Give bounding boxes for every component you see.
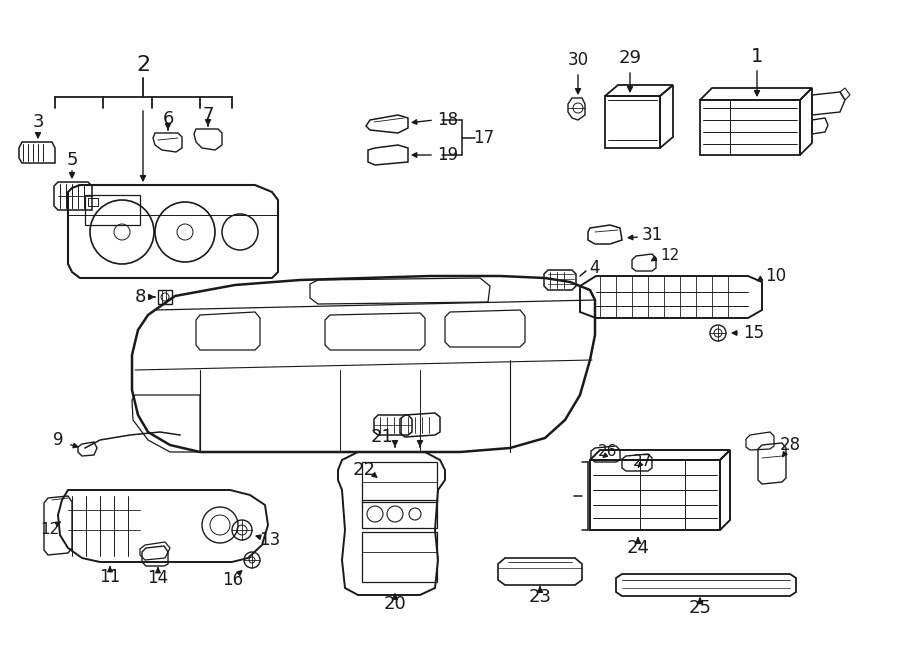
- Text: 13: 13: [259, 531, 281, 549]
- Text: 24: 24: [626, 539, 650, 557]
- Text: 22: 22: [353, 461, 375, 479]
- Text: 12: 12: [661, 249, 680, 264]
- Text: 6: 6: [162, 110, 174, 128]
- Text: 2: 2: [136, 55, 150, 75]
- Text: 30: 30: [567, 51, 589, 69]
- Text: 17: 17: [473, 129, 495, 147]
- Bar: [85, 195, 140, 225]
- Text: 18: 18: [437, 111, 459, 129]
- Text: 31: 31: [642, 226, 662, 244]
- Bar: [88, 198, 98, 206]
- Bar: [362, 500, 437, 528]
- Text: 1: 1: [751, 48, 763, 67]
- Text: 21: 21: [371, 428, 393, 446]
- Text: 7: 7: [202, 106, 214, 124]
- Text: 29: 29: [618, 49, 642, 67]
- Text: 12: 12: [40, 522, 59, 537]
- Text: 9: 9: [53, 431, 63, 449]
- Text: 28: 28: [779, 436, 801, 454]
- Text: 4: 4: [589, 259, 599, 277]
- Text: 26: 26: [598, 444, 617, 459]
- Bar: [362, 532, 437, 582]
- Bar: [158, 290, 172, 304]
- Text: 20: 20: [383, 595, 407, 613]
- Text: 3: 3: [32, 113, 44, 131]
- Text: 10: 10: [765, 267, 787, 285]
- Text: 11: 11: [99, 568, 121, 586]
- Text: 14: 14: [148, 569, 168, 587]
- Text: 25: 25: [688, 599, 712, 617]
- Text: 15: 15: [743, 324, 765, 342]
- Bar: [362, 462, 437, 502]
- Text: 5: 5: [67, 151, 77, 169]
- Text: 8: 8: [134, 288, 146, 306]
- Text: 27: 27: [633, 455, 652, 469]
- Text: 16: 16: [222, 571, 244, 589]
- Text: 19: 19: [437, 146, 459, 164]
- Text: 23: 23: [528, 588, 552, 606]
